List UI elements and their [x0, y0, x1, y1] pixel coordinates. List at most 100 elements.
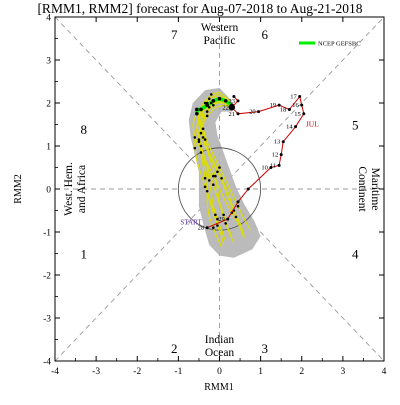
observed-day-label: 12 [272, 152, 279, 159]
chart-title: [RMM1, RMM2] forecast for Aug-07-2018 to… [37, 1, 362, 16]
observed-day-label: 28 [198, 225, 205, 232]
ensemble-mean-point [211, 99, 216, 103]
observed-day-label: 10 [261, 165, 268, 172]
ensemble-member-point [205, 114, 209, 118]
observed-point [298, 95, 302, 99]
observed-point [205, 226, 209, 230]
region-label-left-group: West. Hem. and Africa [63, 162, 88, 216]
ensemble-member-point [212, 174, 215, 178]
ensemble-member-point [197, 138, 201, 141]
ensemble-member-point [199, 131, 203, 135]
y-tick-label: 4 [46, 14, 51, 24]
observed-day-label: 23 [229, 98, 236, 105]
ensemble-member-point [197, 140, 201, 143]
ensemble-member-point [224, 222, 227, 225]
ensemble-member-point [214, 213, 217, 217]
ensemble-member-point [203, 185, 207, 189]
region-label-left: West. Hem. [63, 162, 75, 216]
ensemble-member-point [209, 101, 213, 105]
ensemble-member-point [203, 101, 207, 105]
y-tick-label: -3 [43, 315, 51, 325]
observed-day-label: 11 [270, 162, 276, 169]
observed-day-label: 14 [286, 124, 293, 131]
observed-point [287, 107, 291, 111]
ensemble-member-point [205, 110, 209, 113]
ensemble-member-line [202, 100, 245, 239]
observed-point [269, 166, 273, 169]
observed-point [279, 153, 283, 157]
ensemble-mean-point [199, 107, 203, 112]
ensemble-member-line [200, 91, 251, 231]
observed-point [277, 103, 281, 107]
region-label-right: Continent [356, 166, 368, 212]
phase-number: 5 [352, 118, 359, 133]
ensemble-member-point [207, 179, 211, 182]
observed-day-label: 21 [229, 111, 236, 118]
x-tick-label: 4 [382, 367, 387, 377]
ensemble-member-point [201, 136, 205, 139]
observed-day-label: 16 [292, 102, 299, 109]
y-tick-label: 1 [46, 143, 51, 153]
x-tick-label: -3 [92, 367, 100, 377]
phase-number: 2 [171, 341, 178, 356]
ensemble-member-point [203, 176, 207, 180]
observed-day-label: 13 [274, 139, 281, 146]
x-tick-label: 2 [299, 367, 304, 377]
observed-point [294, 125, 298, 129]
legend-label: NCEP GEFSBC [318, 41, 361, 48]
ensemble-member-point [199, 151, 203, 154]
observed-day-label: 29 [218, 216, 225, 223]
observed-day-label: 15 [294, 111, 301, 118]
x-tick-label: 0 [217, 367, 222, 377]
x-tick-label: -2 [133, 367, 141, 377]
phase-number: 1 [81, 247, 88, 262]
x-tick-label: -4 [51, 367, 59, 377]
observed-point [232, 95, 236, 99]
y-tick-label: -1 [43, 229, 51, 239]
ensemble-member-point [212, 226, 215, 229]
x-tick-label: 1 [258, 367, 263, 377]
ensemble-member-point [207, 97, 211, 100]
phase-number: 7 [171, 27, 178, 42]
ensemble-member-point [212, 183, 215, 186]
region-label-top: Western [201, 22, 239, 34]
phase-number: 4 [352, 247, 359, 262]
x-tick-label: -1 [174, 367, 182, 377]
ensemble-member-point [218, 166, 221, 169]
ensemble-member-point [207, 106, 211, 109]
ensemble-member-point [234, 215, 238, 219]
phase-number: 6 [261, 27, 268, 42]
ensemble-member-point [205, 101, 209, 105]
ensemble-member-point [216, 170, 219, 174]
ensemble-member-point [205, 189, 209, 193]
ensemble-mean-point [223, 99, 228, 103]
ensemble-mean-point [217, 96, 222, 101]
y-tick-label: -2 [43, 272, 51, 282]
ensemble-member-point [209, 93, 213, 96]
ensemble-member-line [198, 93, 245, 237]
region-label-bottom: Ocean [205, 347, 235, 359]
observed-point [281, 140, 285, 144]
y-tick-label: 3 [46, 57, 51, 67]
ensemble-member-point [212, 103, 215, 107]
observed-day-label: 22 [222, 104, 229, 111]
ensemble-member-point [193, 146, 197, 150]
start-label: START [180, 218, 202, 226]
phase-number: 8 [81, 122, 88, 137]
ensemble-mean-point [195, 111, 199, 116]
observed-point [257, 110, 261, 114]
ensemble-member-point [193, 136, 197, 139]
region-label-right: Maritime [369, 168, 381, 211]
ensemble-member-point [214, 174, 217, 178]
ensemble-mean-point [195, 107, 199, 112]
ensemble-member-point [205, 103, 209, 107]
phase-number: 3 [261, 341, 268, 356]
x-axis-label: RMM1 [204, 382, 233, 393]
ensemble-member-line [198, 104, 232, 248]
x-tick-label: 3 [341, 367, 346, 377]
observed-final-point [228, 104, 236, 111]
observed-point [236, 112, 240, 116]
ensemble-member-point [216, 217, 219, 221]
